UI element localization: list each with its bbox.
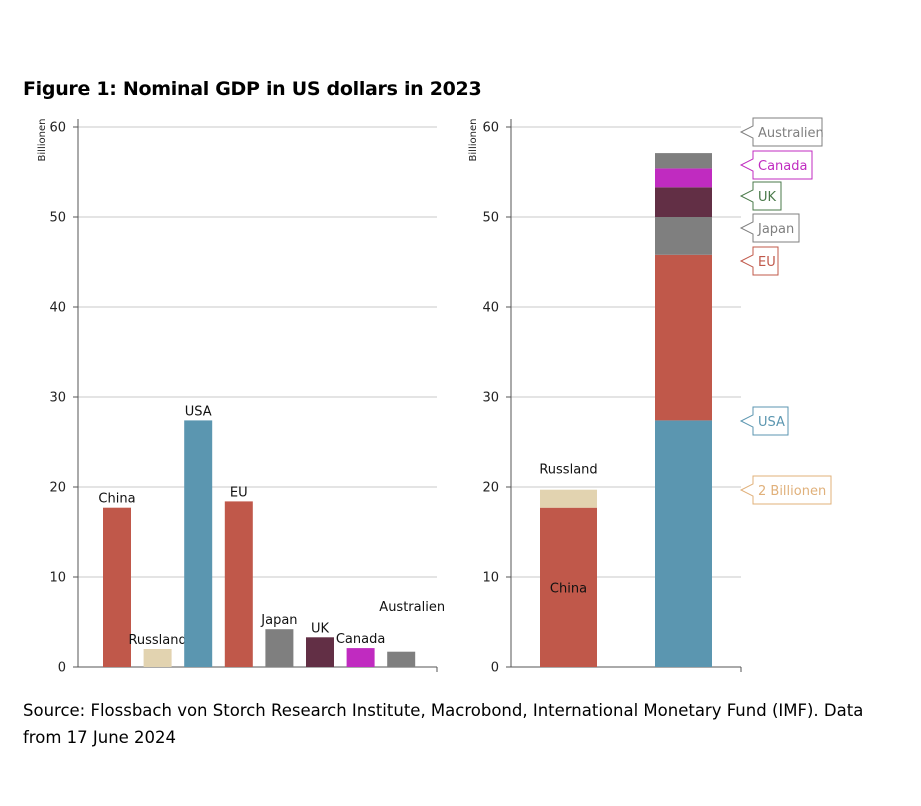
right-chart-y-tick-label: 50 xyxy=(482,211,499,226)
source-note: Source: Flossbach von Storch Research In… xyxy=(23,701,864,747)
left-chart-y-tick-label: 60 xyxy=(49,121,66,136)
callout-label-uk: UK xyxy=(758,190,777,205)
stack-segment-japan xyxy=(655,217,712,255)
left-chart-y-tick-label: 40 xyxy=(49,301,66,316)
stack-segment-eu xyxy=(655,254,712,421)
callout-label-eu: EU xyxy=(758,255,776,270)
bar-russland xyxy=(143,649,172,667)
right-chart-y-tick-label: 0 xyxy=(491,661,499,676)
bar-label-china: China xyxy=(98,492,135,507)
left-chart-y-tick-label: 50 xyxy=(49,211,66,226)
bar-eu xyxy=(224,501,253,667)
bar-label-australien: Australien xyxy=(379,600,445,615)
bar-label-canada: Canada xyxy=(336,632,385,647)
left-chart-y-tick-label: 10 xyxy=(49,571,66,586)
bar-canada xyxy=(346,648,375,667)
stack-segment-australien xyxy=(655,153,712,169)
gdp-charts: 0102030405060BillionenChinaRusslandUSAEU… xyxy=(37,117,832,676)
left-chart-y-tick-label: 30 xyxy=(49,391,66,406)
callout-canada xyxy=(739,150,813,180)
bar-usa xyxy=(184,420,213,667)
bar-label-eu: EU xyxy=(230,485,248,500)
callout-eu xyxy=(739,246,779,276)
callout-label-canada: Canada xyxy=(758,159,807,174)
stack-segment-china xyxy=(540,507,597,667)
right-chart-y-tick-label: 20 xyxy=(482,481,499,496)
right-chart-stacks: China Russland xyxy=(539,153,712,667)
bar-label-usa: USA xyxy=(185,404,212,419)
right-chart-y-tick-label: 60 xyxy=(482,121,499,136)
right-chart-y-tick-label: 10 xyxy=(482,571,499,586)
stack-segment-canada xyxy=(655,168,712,188)
left-chart-y-tick-label: 0 xyxy=(58,661,66,676)
left-chart-y-axis-label: Billionen xyxy=(37,119,48,162)
callout-label-usa: USA xyxy=(758,415,785,430)
bar-label-russland: Russland xyxy=(128,633,186,648)
callout-usa xyxy=(739,406,789,436)
stack-label-russland: Russland xyxy=(539,463,597,478)
stack-segment-russland xyxy=(540,489,597,508)
stack-segment-uk xyxy=(655,187,712,217)
bar-label-japan: Japan xyxy=(260,613,297,628)
right-chart-y-tick-label: 30 xyxy=(482,391,499,406)
callout-uk xyxy=(739,181,782,211)
stack-label-china: China xyxy=(550,581,587,596)
right-chart-callouts: USA EU Japan UK Canada Australien 2 Billionen xyxy=(739,117,832,505)
right-chart-y-axis-label: Billionen xyxy=(468,119,479,162)
callout-2-billionen xyxy=(739,475,832,505)
bar-australien xyxy=(387,651,416,667)
bar-uk xyxy=(306,637,334,667)
callout-japan xyxy=(739,213,800,243)
page-title: Figure 1: Nominal GDP in US dollars in 2… xyxy=(23,78,482,100)
bar-label-uk: UK xyxy=(311,621,330,636)
bar-japan xyxy=(265,629,294,667)
right-chart-y-tick-label: 40 xyxy=(482,301,499,316)
left-chart-bars: China Russland USA EU Japan UK Canada Australie… xyxy=(98,404,445,667)
bar-china xyxy=(103,507,131,667)
callout-australien xyxy=(739,117,823,147)
callout-label-australien: Australien xyxy=(758,126,824,141)
left-chart-y-tick-label: 20 xyxy=(49,481,66,496)
callout-label-2-billionen: 2 Billionen xyxy=(758,484,826,499)
callout-label-japan: Japan xyxy=(757,222,794,237)
stack-segment-usa xyxy=(655,420,712,667)
